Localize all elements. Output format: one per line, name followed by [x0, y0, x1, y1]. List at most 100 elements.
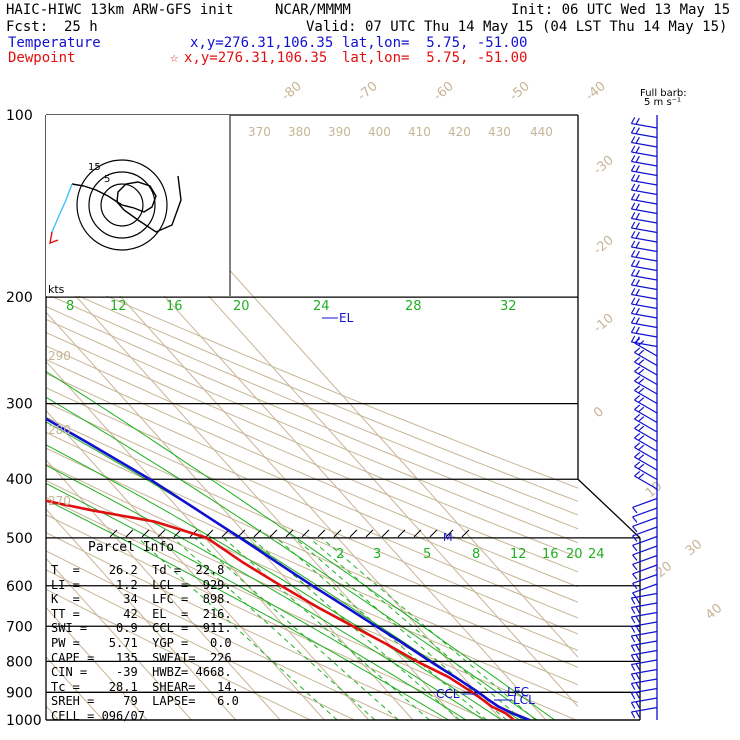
wind-barb-flag	[635, 307, 640, 315]
mixing-ratio-line	[309, 537, 523, 720]
wind-barb	[631, 640, 658, 647]
wind-barb-flag	[632, 535, 638, 542]
wind-barb-flag	[630, 616, 636, 624]
hodograph-lowlevel	[51, 183, 73, 233]
wind-barb-flag	[635, 136, 640, 144]
wind-barb	[634, 475, 658, 490]
pressure-tick-label: 600	[6, 579, 33, 595]
wind-barb	[631, 621, 658, 628]
fcst-label: Fcst:	[6, 19, 49, 35]
wind-barb	[631, 303, 658, 310]
wind-barb-flag	[634, 432, 641, 439]
parcel-info-row: SWI = 0.9 CCL = 911.	[51, 621, 232, 636]
wind-barb-flag	[635, 317, 640, 325]
wind-barb	[631, 668, 658, 675]
wind-barb-flag	[638, 416, 645, 422]
wind-barb-flag	[635, 682, 640, 690]
hatch-mark	[445, 529, 454, 538]
wind-key-label: Full barb:	[640, 88, 687, 99]
hatch-mark	[173, 529, 182, 538]
wind-barb-flag	[630, 240, 636, 248]
wind-barb-flag	[630, 269, 636, 276]
isotherm-line	[46, 409, 325, 720]
wind-barb-flag	[632, 564, 638, 571]
wind-barb-flag	[638, 454, 645, 460]
wind-barb	[631, 132, 658, 139]
wind-barb-flag	[630, 664, 636, 671]
hodograph-ring	[100, 183, 144, 227]
wind-barb-flag	[632, 573, 638, 580]
wind-barb	[632, 554, 658, 565]
wind-barb-flag	[635, 672, 640, 680]
dewpoint-latlon: lat,lon= 5.75, -51.00	[342, 50, 528, 66]
hatch-mark	[365, 529, 374, 538]
temperature-xy: x,y=276.31,106.35	[190, 35, 334, 51]
wind-barb	[631, 649, 658, 656]
wind-barb	[632, 573, 658, 584]
isotherm-label: -50	[507, 79, 533, 104]
valid-time: Valid: 07 UTC Thu 14 May 15 (04 LST Thu …	[306, 19, 728, 35]
wind-barb-flag	[630, 683, 636, 690]
dry-adiabat	[46, 416, 578, 651]
wind-barb	[631, 697, 658, 704]
wind-barb	[632, 583, 658, 594]
mixing-ratio-line	[294, 537, 508, 720]
moist-adiabat-label: 24	[313, 299, 330, 314]
pressure-tick-label: 100	[6, 108, 33, 124]
wind-barb-flag	[632, 554, 638, 561]
pressure-tick-label: 800	[6, 654, 33, 670]
dry-adiabat	[46, 496, 533, 720]
wind-barb-flag	[635, 596, 640, 604]
hatch-mark	[381, 529, 390, 538]
wind-barb-flag	[634, 451, 641, 458]
theta-label: 370	[248, 125, 271, 139]
wind-barb	[631, 122, 658, 129]
wind-barb-flag	[630, 278, 636, 286]
wind-barb	[631, 227, 658, 234]
pressure-tick-label: 900	[6, 685, 33, 701]
moist-adiabat	[46, 396, 538, 720]
dry-adiabat	[46, 463, 578, 703]
wind-barb-flag	[635, 701, 640, 709]
wind-barb-flag	[635, 117, 640, 125]
wind-barb-flag	[638, 387, 645, 394]
wind-barb-flag	[635, 288, 640, 296]
hatch-mark	[317, 529, 326, 538]
wind-barb	[634, 446, 658, 462]
hatch-mark	[109, 529, 118, 538]
isotherm-label: 0	[591, 404, 607, 421]
wind-barb-flag	[634, 404, 641, 410]
wind-barb	[632, 526, 658, 537]
wind-barb-flag	[635, 231, 640, 239]
dry-adiabat	[46, 345, 578, 573]
hodograph-panel	[46, 115, 230, 296]
hatch-mark	[413, 529, 422, 538]
wind-barb-flag	[630, 702, 636, 709]
wind-barb-flag	[632, 516, 638, 523]
wind-barb	[634, 418, 658, 433]
wind-barb-flag	[634, 423, 641, 429]
wind-barb-flag	[635, 165, 640, 173]
dry-adiabat	[46, 387, 578, 619]
wind-barb-flag	[635, 241, 640, 249]
isotherm-line	[46, 606, 148, 720]
isotherm-label: -40	[583, 79, 609, 104]
fcst-value: 25 h	[64, 19, 98, 35]
wind-barb	[634, 370, 658, 386]
wind-barb-flag	[635, 279, 640, 287]
wind-barb-flag	[635, 663, 640, 671]
wind-barb-flag	[638, 368, 645, 375]
mixing-ratio-label: 24	[588, 547, 605, 562]
wind-barb-flag	[634, 375, 641, 382]
wind-barb-flag	[630, 145, 636, 153]
wind-barb	[632, 545, 658, 556]
dry-adiabat	[46, 372, 578, 603]
wind-barb-flag	[638, 359, 645, 365]
wind-barb-flag	[630, 645, 636, 652]
wind-barb-flag	[635, 625, 640, 633]
wind-barb-flag	[638, 463, 645, 470]
hatch-mark	[253, 529, 262, 538]
wind-barb	[634, 380, 658, 395]
wind-barb-flag	[634, 356, 641, 363]
wind-barb	[631, 246, 658, 253]
